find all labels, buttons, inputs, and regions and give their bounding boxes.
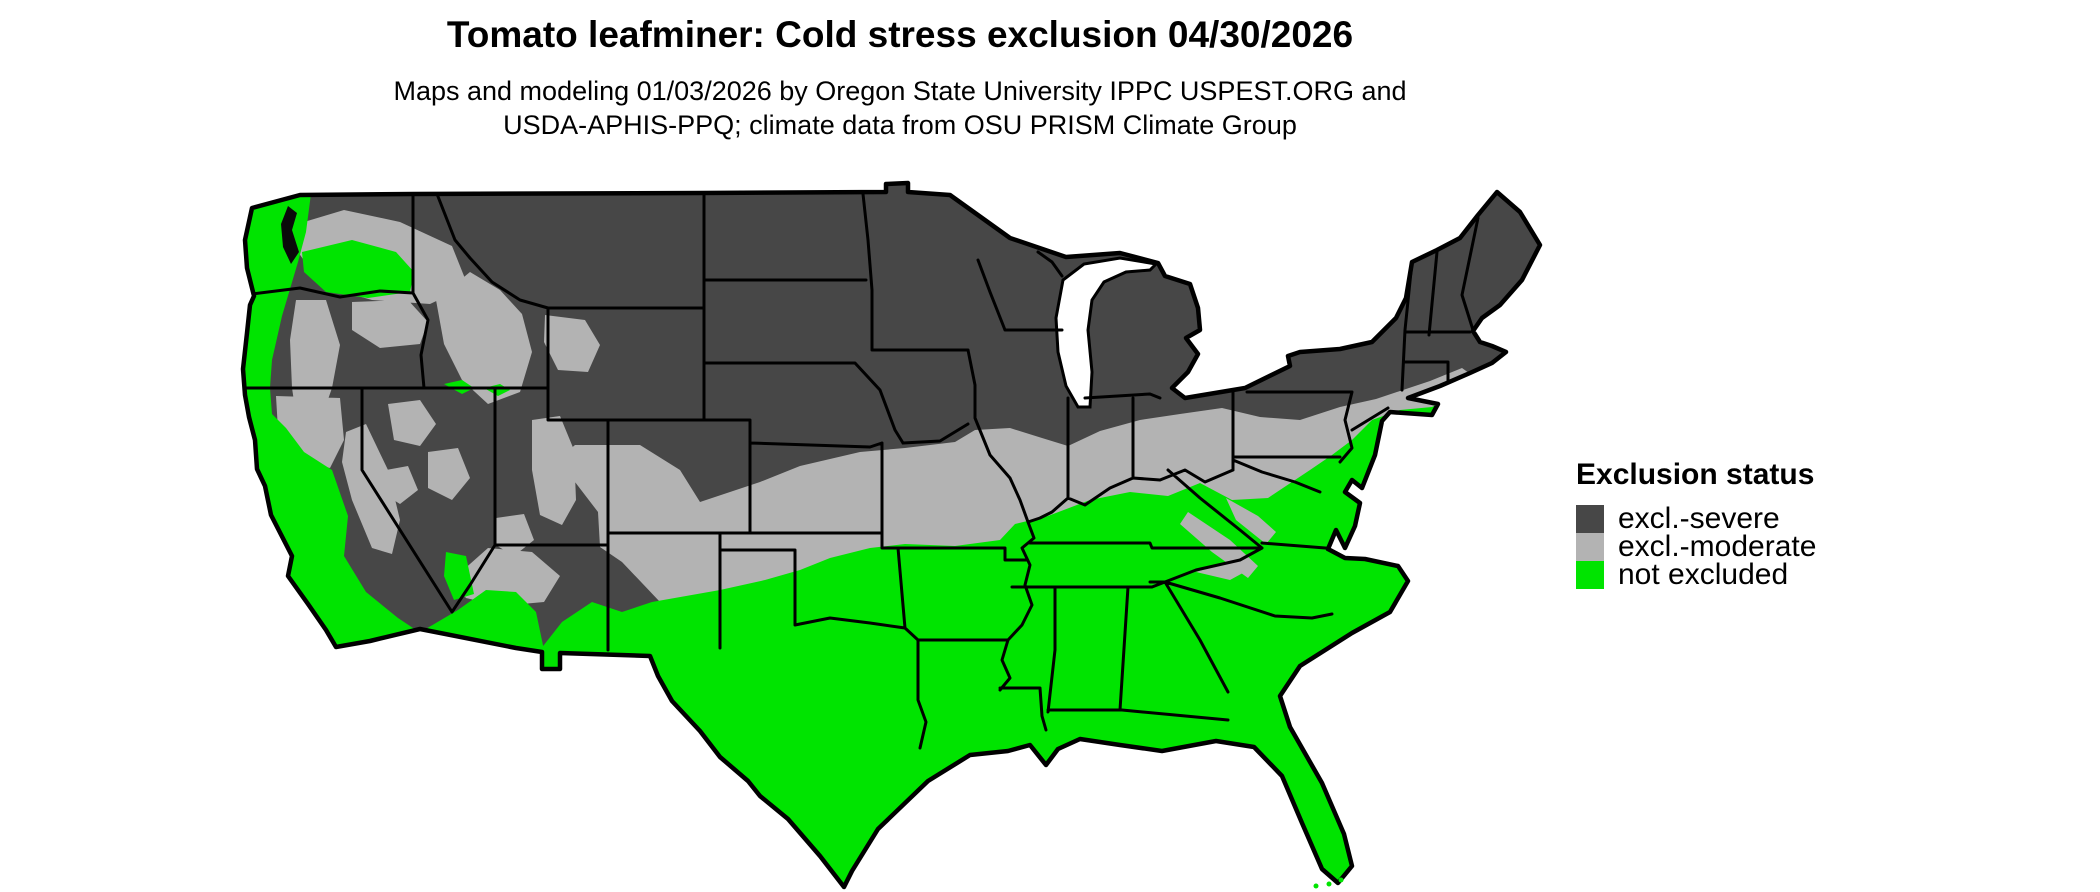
subtitle-line-2: USDA-APHIS-PPQ; climate data from OSU PR… <box>503 110 1297 140</box>
legend-label-not-excluded: not excluded <box>1618 558 1789 591</box>
us-outline <box>240 180 1543 890</box>
legend-item-severe: excl.-severe <box>1576 502 1816 535</box>
legend: Exclusion status excl.-severe excl.-mode… <box>1576 458 1817 591</box>
legend-swatch-moderate <box>1576 533 1604 561</box>
legend-label-severe: excl.-severe <box>1618 502 1780 535</box>
puget-sound <box>281 206 299 264</box>
legend-label-moderate: excl.-moderate <box>1618 530 1817 563</box>
legend-item-moderate: excl.-moderate <box>1576 530 1817 563</box>
florida-keys <box>1313 877 1344 889</box>
legend-swatch-not-excluded <box>1576 561 1604 589</box>
legend-title: Exclusion status <box>1576 458 1815 491</box>
lake-michigan <box>1054 256 1160 409</box>
legend-swatch-severe <box>1576 505 1604 533</box>
state-borders <box>243 192 1480 750</box>
subtitle-line-1: Maps and modeling 01/03/2026 by Oregon S… <box>393 76 1407 106</box>
page-title: Tomato leafminer: Cold stress exclusion … <box>446 14 1354 55</box>
legend-item-not-excluded: not excluded <box>1576 558 1816 591</box>
page-subtitle: Maps and modeling 01/03/2026 by Oregon S… <box>150 74 1650 142</box>
